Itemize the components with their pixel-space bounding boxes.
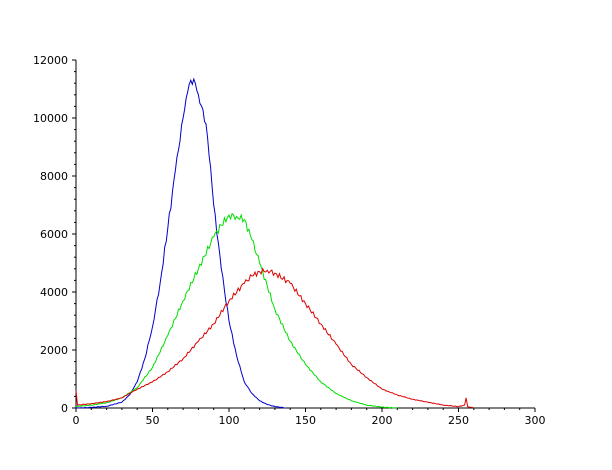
x-tick-label: 0 (73, 414, 80, 427)
series-line-2 (75, 212, 398, 409)
y-tick-label: 8000 (40, 170, 68, 183)
x-tick-label: 50 (146, 414, 160, 427)
x-tick-label: 150 (295, 414, 316, 427)
y-tick-label: 4000 (40, 286, 68, 299)
series-group (75, 77, 474, 409)
y-tick-label: 12000 (33, 54, 68, 67)
y-tick-label: 0 (61, 402, 68, 415)
axes: 0 50 100 150 200 250 300 0 2000 4000 6000 8000 10000… (33, 54, 546, 427)
y-tick-label: 10000 (33, 112, 68, 125)
x-tick-label: 100 (219, 414, 240, 427)
series-line-3 (75, 267, 474, 409)
x-tick-label: 300 (525, 414, 546, 427)
x-tick-label: 200 (372, 414, 393, 427)
y-tick-label: 6000 (40, 228, 68, 241)
x-tick-label: 250 (448, 414, 469, 427)
y-tick-label: 2000 (40, 344, 68, 357)
series-line-1 (75, 77, 286, 409)
